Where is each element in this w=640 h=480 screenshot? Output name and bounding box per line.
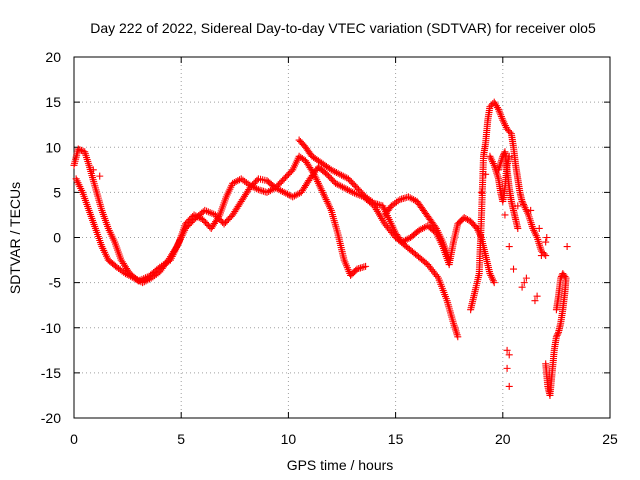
data-point	[554, 330, 562, 338]
y-tick-label: 0	[53, 230, 61, 246]
data-point	[510, 265, 518, 273]
x-tick-label: 25	[602, 431, 618, 447]
data-point	[558, 271, 566, 279]
y-tick-label: 10	[45, 139, 61, 155]
chart-title: Day 222 of 2022, Sidereal Day-to-day VTE…	[90, 20, 596, 36]
data-point	[518, 197, 526, 205]
data-point	[563, 243, 571, 251]
data-point	[253, 176, 261, 184]
data-point	[543, 234, 551, 241]
data-point	[96, 172, 104, 180]
y-tick-label: 20	[45, 49, 61, 65]
data-point	[89, 166, 97, 174]
y-tick-label: 5	[53, 184, 61, 200]
data-point	[433, 272, 441, 280]
data-point	[445, 256, 453, 264]
data-point	[552, 333, 560, 341]
data-point	[76, 146, 84, 154]
x-tick-label: 15	[388, 431, 404, 447]
data-point	[505, 351, 513, 359]
data-point	[522, 274, 530, 282]
data-point	[503, 364, 511, 372]
data-point	[519, 199, 527, 207]
y-tick-label: -20	[41, 410, 61, 426]
data-point	[78, 146, 86, 154]
data-point	[527, 206, 535, 214]
y-tick-label: -5	[49, 275, 62, 291]
x-tick-label: 20	[495, 431, 511, 447]
data-point	[506, 128, 514, 136]
data-point	[533, 292, 541, 300]
data-point	[482, 170, 490, 178]
axis-ticks: 0 5 10 15 20 25 -20 -15 -10 -5 0 5 10 15 20	[41, 49, 618, 447]
data-point	[362, 262, 370, 270]
x-axis-label: GPS time / hours	[287, 457, 394, 473]
y-axis-label: SDTVAR / TECUs	[7, 182, 23, 294]
y-tick-label: -10	[41, 320, 61, 336]
data-point	[520, 200, 528, 208]
data-point	[514, 202, 522, 210]
x-tick-label: 5	[177, 431, 185, 447]
data-point	[531, 297, 539, 305]
x-tick-label: 10	[281, 431, 297, 447]
data-point	[553, 331, 561, 339]
data-point	[454, 333, 462, 341]
data-point	[253, 185, 261, 193]
data-point	[514, 224, 522, 232]
data-point	[501, 211, 509, 219]
data-point	[552, 306, 560, 314]
data-point	[74, 145, 82, 153]
data-point	[542, 238, 550, 246]
data-point	[503, 346, 511, 354]
data-point	[477, 188, 485, 196]
data-points	[70, 98, 571, 399]
y-tick-label: 15	[45, 94, 61, 110]
data-point	[505, 243, 513, 251]
data-point	[559, 270, 567, 278]
data-point	[154, 269, 162, 277]
data-point	[347, 187, 355, 195]
data-point	[557, 273, 565, 281]
data-point	[490, 279, 498, 287]
y-tick-label: -15	[41, 365, 61, 381]
data-point	[535, 224, 543, 232]
data-point	[520, 279, 528, 287]
x-tick-label: 0	[70, 431, 78, 447]
data-point	[537, 252, 545, 260]
data-point	[518, 283, 526, 291]
data-point	[463, 215, 471, 223]
data-point	[505, 382, 513, 390]
